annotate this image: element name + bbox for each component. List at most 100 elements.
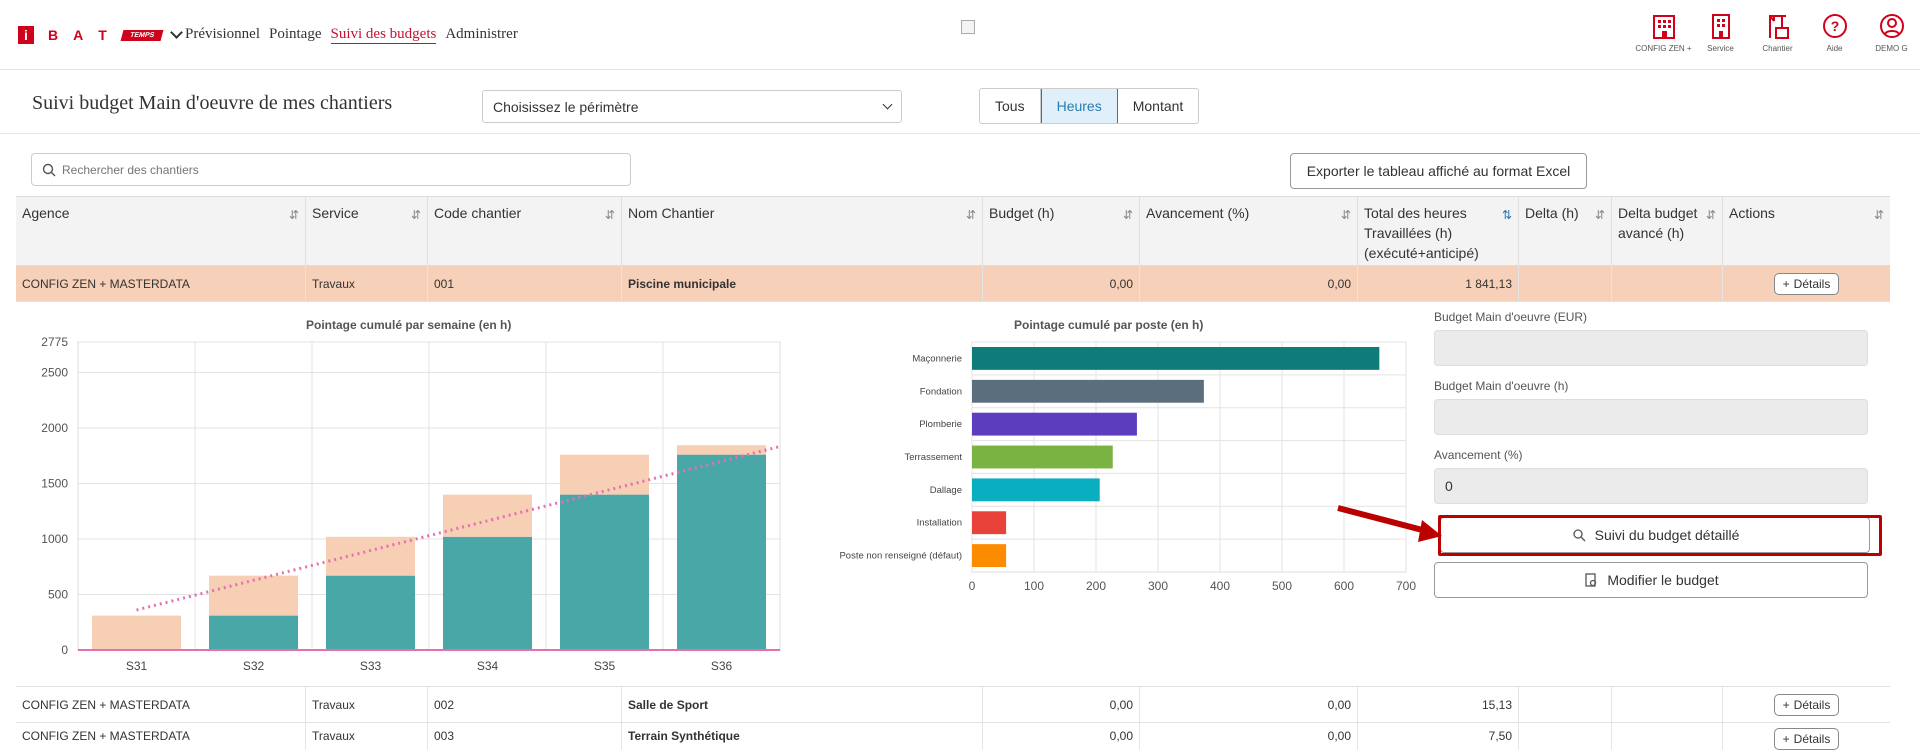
sort-icon[interactable]: ⇵ bbox=[604, 208, 615, 222]
sort-icon[interactable]: ⇵ bbox=[1705, 208, 1716, 222]
sort-icon[interactable]: ⇵ bbox=[410, 208, 421, 222]
y-tick-label: Plomberie bbox=[919, 419, 962, 430]
table-row[interactable]: CONFIG ZEN + MASTERDATA Travaux 003 Terr… bbox=[16, 723, 1890, 750]
cell-delta-budget bbox=[1612, 723, 1723, 750]
bar-segment bbox=[326, 575, 415, 650]
details-label: Détails bbox=[1793, 697, 1831, 712]
topicon-config-zen[interactable]: CONFIG ZEN + bbox=[1635, 12, 1692, 53]
col-code-chantier[interactable]: Code chantier ⇵ bbox=[428, 197, 622, 267]
y-tick-label: 1500 bbox=[41, 477, 68, 491]
y-tick-label: Dallage bbox=[930, 485, 962, 496]
col-service[interactable]: Service ⇵ bbox=[306, 197, 428, 267]
bar-segment bbox=[560, 454, 649, 495]
cell-service: Travaux bbox=[306, 687, 428, 722]
cell-delta bbox=[1519, 723, 1612, 750]
svg-text:?: ? bbox=[1830, 18, 1839, 34]
sort-icon[interactable]: ⇵ bbox=[1340, 208, 1351, 222]
cell-service: Travaux bbox=[306, 723, 428, 750]
nav-suivi-budgets[interactable]: Suivi des budgets bbox=[330, 26, 437, 44]
cell-avancement: 0,00 bbox=[1140, 687, 1358, 722]
page-title: Suivi budget Main d'oeuvre de mes chanti… bbox=[32, 92, 393, 114]
bar bbox=[972, 347, 1380, 370]
suivi-budget-detaille-button[interactable]: Suivi du budget détaillé bbox=[1440, 517, 1870, 553]
cell-code: 002 bbox=[428, 687, 622, 722]
col-delta[interactable]: Delta (h) ⇵ bbox=[1519, 197, 1612, 267]
col-label: Nom Chantier bbox=[628, 205, 715, 221]
budget-eur-field[interactable] bbox=[1434, 330, 1868, 366]
main-nav: Prévisionnel Pointage Suivi des budgets … bbox=[185, 26, 518, 44]
col-label: Actions bbox=[1729, 205, 1775, 221]
bar-segment bbox=[443, 494, 532, 537]
topicon-label: Aide bbox=[1826, 44, 1843, 53]
col-label: Service bbox=[312, 205, 359, 221]
x-tick-label: S33 bbox=[360, 659, 382, 673]
col-agence[interactable]: Agence ⇵ bbox=[16, 197, 306, 267]
bar-segment bbox=[677, 454, 766, 650]
y-tick-label: Fondation bbox=[920, 386, 962, 397]
crane-icon bbox=[1768, 15, 1789, 39]
cell-actions: + Détails bbox=[1723, 723, 1890, 750]
cell-code: 001 bbox=[428, 266, 622, 301]
export-excel-button[interactable]: Exporter le tableau affiché au format Ex… bbox=[1290, 153, 1587, 189]
cell-nom: Piscine municipale bbox=[622, 266, 983, 301]
view-toggle: Tous Heures Montant bbox=[979, 88, 1200, 124]
scope-select[interactable]: Choisissez le périmètre bbox=[482, 90, 902, 123]
sort-icon[interactable]: ⇵ bbox=[965, 208, 976, 222]
sort-icon[interactable]: ⇵ bbox=[288, 208, 299, 222]
budget-h-field[interactable] bbox=[1434, 399, 1868, 435]
table-row[interactable]: CONFIG ZEN + MASTERDATA Travaux 001 Pisc… bbox=[16, 266, 1890, 302]
topicon-aide[interactable]: ? Aide bbox=[1806, 12, 1863, 53]
nav-previsionnel[interactable]: Prévisionnel bbox=[185, 26, 260, 42]
nav-administrer[interactable]: Administrer bbox=[445, 26, 518, 42]
cell-agence: CONFIG ZEN + MASTERDATA bbox=[16, 723, 306, 750]
nav-pointage[interactable]: Pointage bbox=[269, 26, 322, 42]
toggle-tous[interactable]: Tous bbox=[980, 89, 1041, 123]
details-button[interactable]: + Détails bbox=[1773, 272, 1840, 295]
topicon-user[interactable]: DEMO G bbox=[1863, 12, 1920, 53]
details-button[interactable]: + Détails bbox=[1773, 693, 1840, 716]
app-logo[interactable]: i B A T TEMPS bbox=[18, 26, 183, 44]
x-tick-label: S34 bbox=[477, 659, 499, 673]
logo-letter: A bbox=[73, 27, 85, 43]
sort-active-icon[interactable]: ⇅ bbox=[1501, 208, 1512, 222]
topicon-service[interactable]: Service bbox=[1692, 12, 1749, 53]
cell-actions: + Détails bbox=[1723, 266, 1890, 301]
annotation-arrow bbox=[1337, 505, 1442, 542]
col-label: Agence bbox=[22, 205, 70, 221]
user-icon bbox=[1879, 14, 1904, 38]
y-tick-label: Maçonnerie bbox=[912, 353, 962, 364]
details-button[interactable]: + Détails bbox=[1773, 728, 1840, 750]
sort-icon[interactable]: ⇵ bbox=[1122, 208, 1133, 222]
col-delta-budget[interactable]: Delta budget avancé (h) ⇵ bbox=[1612, 197, 1723, 267]
col-total-heures[interactable]: Total des heures Travaillées (h) (exécut… bbox=[1358, 197, 1519, 267]
cell-budget: 0,00 bbox=[983, 266, 1140, 301]
sort-icon[interactable]: ⇵ bbox=[1594, 208, 1605, 222]
cell-delta-budget bbox=[1612, 687, 1723, 722]
cell-nom: Terrain Synthétique bbox=[622, 723, 983, 750]
col-avancement[interactable]: Avancement (%) ⇵ bbox=[1140, 197, 1358, 267]
modifier-budget-button[interactable]: Modifier le budget bbox=[1434, 562, 1868, 598]
toggle-heures[interactable]: Heures bbox=[1040, 89, 1118, 123]
chevron-down-icon[interactable] bbox=[170, 26, 183, 39]
topicon-chantier[interactable]: Chantier bbox=[1749, 12, 1806, 53]
x-tick-label: S31 bbox=[126, 659, 148, 673]
poste-chart: 0 100 200 300 400 500 600 700 Maçonnerie Fondatio… bbox=[839, 341, 1416, 593]
y-tick-label: 1000 bbox=[41, 532, 68, 546]
logo-letters: B A T bbox=[48, 27, 108, 43]
plus-icon: + bbox=[1782, 276, 1790, 291]
table-row[interactable]: CONFIG ZEN + MASTERDATA Travaux 002 Sall… bbox=[16, 687, 1890, 723]
x-tick-label: S32 bbox=[243, 659, 265, 673]
sort-icon[interactable]: ⇵ bbox=[1873, 208, 1884, 222]
col-nom-chantier[interactable]: Nom Chantier ⇵ bbox=[622, 197, 983, 267]
col-budget[interactable]: Budget (h) ⇵ bbox=[983, 197, 1140, 267]
cell-delta bbox=[1519, 687, 1612, 722]
avancement-field[interactable]: 0 bbox=[1434, 468, 1868, 504]
cell-agence: CONFIG ZEN + MASTERDATA bbox=[16, 687, 306, 722]
logo-i: i bbox=[18, 26, 34, 44]
topicon-label: Chantier bbox=[1762, 44, 1793, 53]
search-box bbox=[31, 153, 631, 186]
toggle-montant[interactable]: Montant bbox=[1132, 98, 1184, 114]
search-input[interactable] bbox=[62, 162, 602, 177]
bar-segment bbox=[326, 536, 415, 576]
col-actions[interactable]: Actions ⇵ bbox=[1723, 197, 1890, 267]
